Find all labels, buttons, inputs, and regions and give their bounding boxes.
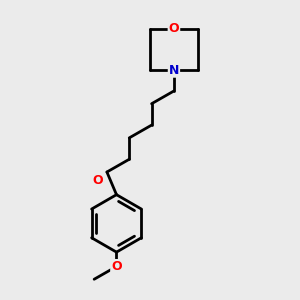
Text: O: O xyxy=(169,22,179,35)
Text: N: N xyxy=(169,64,179,77)
Text: O: O xyxy=(92,174,103,187)
Text: O: O xyxy=(111,260,122,273)
